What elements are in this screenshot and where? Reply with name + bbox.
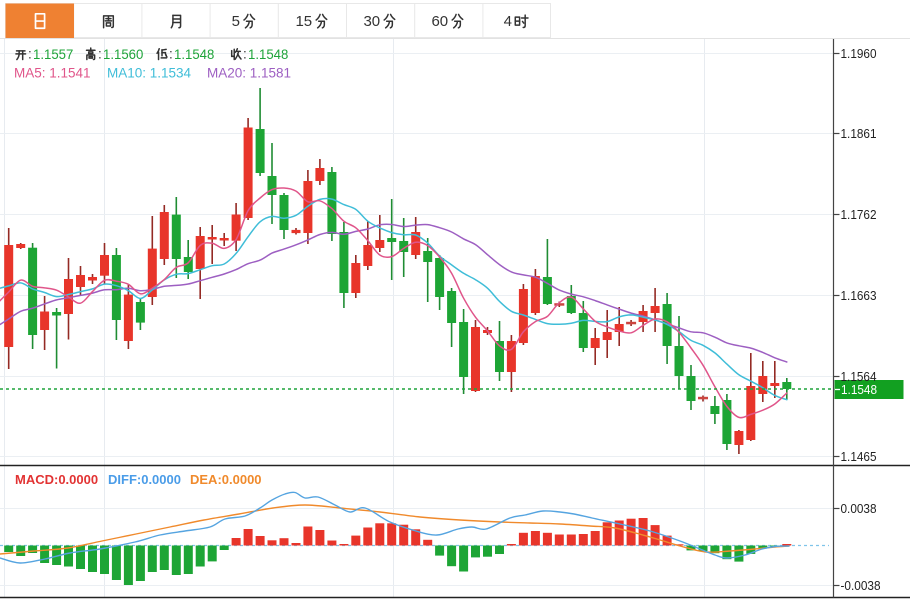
svg-text:MACD:0.0000: MACD:0.0000 [15,472,98,487]
svg-text:30: 30 [363,13,380,30]
svg-text:1.1960: 1.1960 [841,46,877,61]
svg-text:0.0038: 0.0038 [841,501,877,516]
svg-text:4: 4 [504,13,512,30]
svg-text::: : [169,47,173,62]
svg-text:1.1861: 1.1861 [841,126,877,141]
svg-text:DIFF:0.0000: DIFF:0.0000 [108,472,181,487]
svg-text:MA20: 1.1581: MA20: 1.1581 [207,66,291,81]
svg-text:60: 60 [431,13,448,30]
svg-text:1.1663: 1.1663 [841,288,877,303]
svg-text:1.1465: 1.1465 [841,449,877,464]
svg-text:DEA:0.0000: DEA:0.0000 [190,472,262,487]
svg-text:MA10: 1.1534: MA10: 1.1534 [107,66,192,81]
svg-text:1.1564: 1.1564 [841,369,877,384]
svg-text:1.1557: 1.1557 [33,46,73,62]
svg-text:1.1548: 1.1548 [841,382,877,397]
svg-text:1.1548: 1.1548 [174,46,214,62]
svg-text:-0.0038: -0.0038 [841,578,881,593]
svg-text::: : [28,47,32,62]
svg-text:1.1762: 1.1762 [841,207,877,222]
svg-text:15: 15 [295,13,312,30]
svg-text::: : [243,47,247,62]
svg-text:MA5: 1.1541: MA5: 1.1541 [14,66,91,81]
svg-text:1.1548: 1.1548 [248,46,288,62]
svg-text::: : [98,47,102,62]
svg-text:5: 5 [232,13,240,30]
svg-text:1.1560: 1.1560 [103,46,143,62]
